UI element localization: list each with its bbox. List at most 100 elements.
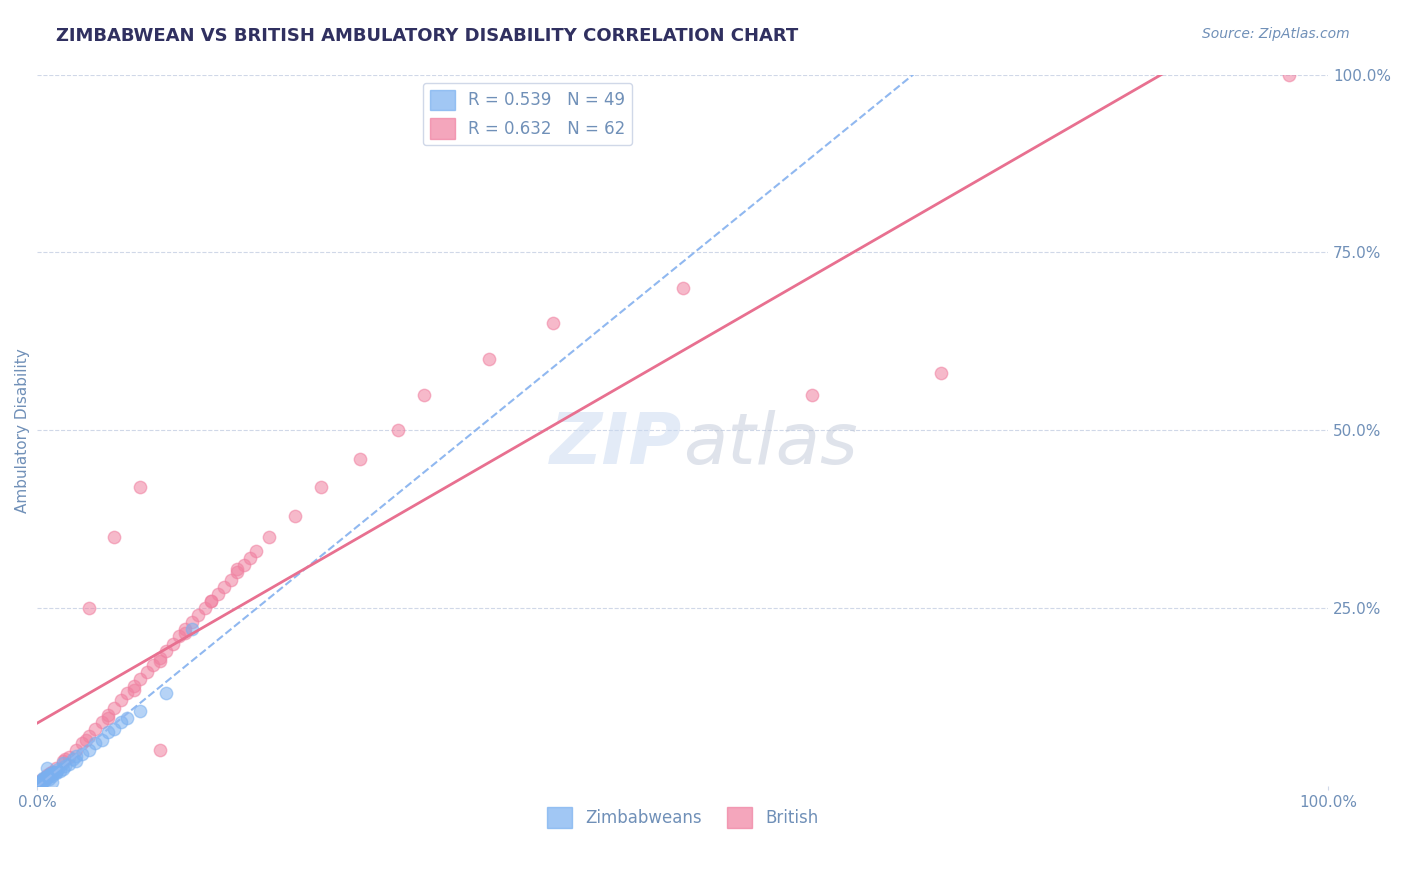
Point <box>77 601 100 615</box>
Point <box>53 759 76 773</box>
Point <box>149 654 172 668</box>
Point <box>52 763 75 777</box>
Point <box>35 771 58 785</box>
Point <box>37 761 59 775</box>
Point <box>77 743 100 757</box>
Point <box>41 774 63 789</box>
Point <box>30 775 52 789</box>
Point <box>28 776 51 790</box>
Point <box>65 748 87 763</box>
Point <box>37 770 59 784</box>
Point <box>180 615 202 630</box>
Point <box>200 594 222 608</box>
Point <box>77 729 100 743</box>
Point <box>187 608 209 623</box>
Point <box>284 508 307 523</box>
Point <box>84 722 107 736</box>
Point <box>42 765 65 780</box>
Text: ZIMBABWEAN VS BRITISH AMBULATORY DISABILITY CORRELATION CHART: ZIMBABWEAN VS BRITISH AMBULATORY DISABIL… <box>56 27 799 45</box>
Point <box>58 750 80 764</box>
Point <box>155 643 177 657</box>
Point <box>30 776 52 790</box>
Point <box>41 764 63 779</box>
Point <box>27 777 49 791</box>
Point <box>239 551 262 566</box>
Point <box>32 772 55 786</box>
Point <box>167 629 190 643</box>
Point <box>245 544 267 558</box>
Point <box>207 587 229 601</box>
Point <box>226 566 249 580</box>
Point <box>38 766 60 780</box>
Legend: Zimbabweans, British: Zimbabweans, British <box>540 801 825 834</box>
Point <box>180 623 202 637</box>
Point <box>70 747 93 761</box>
Point <box>149 743 172 757</box>
Point <box>162 636 184 650</box>
Point <box>122 679 145 693</box>
Point <box>65 754 87 768</box>
Point <box>75 732 97 747</box>
Point <box>38 768 60 782</box>
Point <box>174 625 197 640</box>
Point <box>110 693 132 707</box>
Point <box>309 480 332 494</box>
Y-axis label: Ambulatory Disability: Ambulatory Disability <box>15 348 30 513</box>
Point <box>103 700 125 714</box>
Point <box>671 281 693 295</box>
Point <box>31 775 53 789</box>
Point <box>41 769 63 783</box>
Text: ZIP: ZIP <box>550 410 682 479</box>
Point <box>28 777 51 791</box>
Point <box>200 594 222 608</box>
Point <box>194 601 217 615</box>
Point <box>122 682 145 697</box>
Point <box>58 757 80 772</box>
Point <box>413 387 436 401</box>
Point <box>97 711 120 725</box>
Point <box>52 756 75 770</box>
Point <box>38 772 60 786</box>
Point <box>135 665 157 679</box>
Point <box>97 707 120 722</box>
Point <box>174 623 197 637</box>
Point <box>45 761 67 775</box>
Point <box>149 650 172 665</box>
Point <box>142 657 165 672</box>
Point <box>929 366 952 380</box>
Point <box>212 580 235 594</box>
Point <box>38 767 60 781</box>
Point <box>117 711 139 725</box>
Point <box>800 387 823 401</box>
Point <box>52 754 75 768</box>
Point <box>103 722 125 736</box>
Point <box>110 714 132 729</box>
Point <box>349 451 371 466</box>
Point <box>117 686 139 700</box>
Point <box>129 480 152 494</box>
Point <box>1278 68 1301 82</box>
Text: atlas: atlas <box>682 410 858 479</box>
Point <box>46 762 69 776</box>
Point <box>34 773 56 788</box>
Point <box>35 770 58 784</box>
Point <box>387 423 409 437</box>
Point <box>35 770 58 784</box>
Point <box>45 766 67 780</box>
Point <box>38 768 60 782</box>
Point <box>129 704 152 718</box>
Point <box>53 752 76 766</box>
Point <box>232 558 254 573</box>
Point <box>219 573 242 587</box>
Point <box>45 764 67 779</box>
Point <box>90 714 112 729</box>
Point <box>62 752 84 766</box>
Point <box>103 530 125 544</box>
Point <box>32 772 55 787</box>
Point <box>37 768 59 782</box>
Point <box>543 317 565 331</box>
Point <box>31 773 53 788</box>
Point <box>49 764 72 778</box>
Point <box>155 686 177 700</box>
Point <box>31 773 53 788</box>
